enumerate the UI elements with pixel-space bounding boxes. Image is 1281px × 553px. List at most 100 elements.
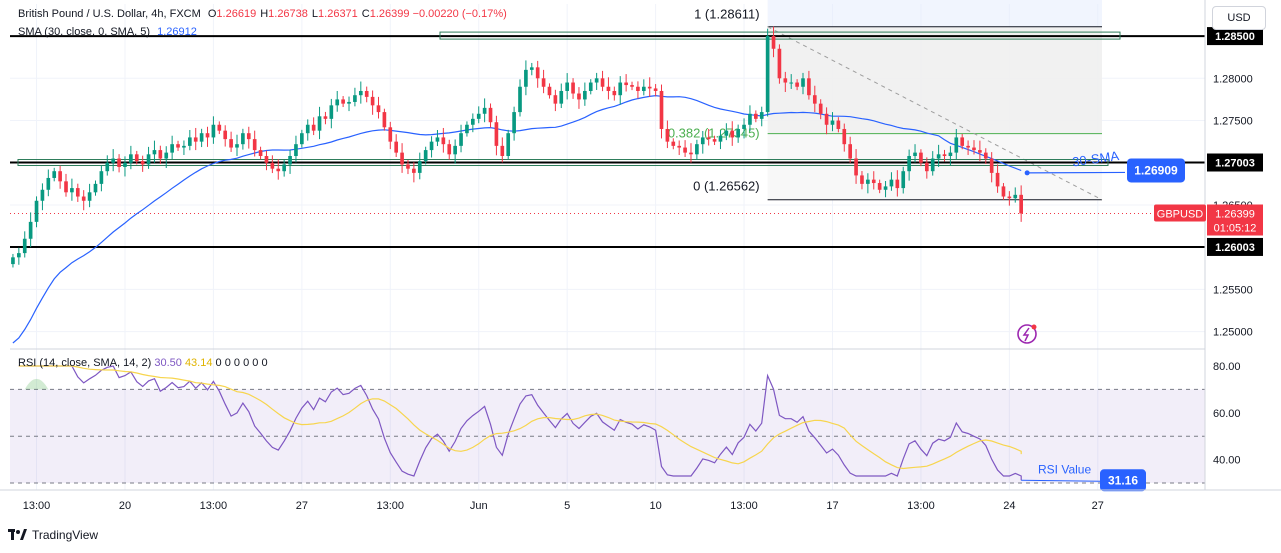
support-zone [17, 159, 1109, 167]
horizontal-levels [10, 31, 1205, 248]
price-tick-label: 1.25500 [1213, 284, 1253, 296]
last-price-tag-countdown: 01:05:12 [1214, 223, 1257, 235]
price-tick-label: 1.27500 [1213, 116, 1253, 128]
candle-up [889, 179, 894, 187]
candle-down [924, 162, 929, 172]
candle-up [518, 86, 522, 113]
candle-down [447, 144, 452, 155]
ohlc-values: O1.26619 H1.26738 L1.26371 C1.26399 [204, 8, 410, 20]
candle-down [341, 99, 345, 104]
fib-label-0: 0 (1.26562) [693, 179, 760, 194]
rsi-tick-label: 40.00 [1213, 455, 1241, 467]
level-price-tag [1207, 237, 1263, 256]
fib-zone-top [767, 0, 1102, 27]
time-tick-label: 24 [1003, 500, 1015, 512]
chart-header: British Pound / U.S. Dollar, 4h, FXCM O1… [18, 8, 507, 20]
candle-down [1001, 186, 1006, 197]
candle-down [553, 95, 558, 104]
candle-down [659, 90, 664, 129]
candle-down [972, 147, 976, 151]
candle-down [919, 152, 923, 163]
candle-up [235, 144, 239, 148]
candle-up [759, 112, 764, 119]
candle-down [547, 86, 552, 96]
candle-down [406, 164, 410, 169]
candle-down [677, 145, 682, 148]
candle-down [966, 145, 970, 148]
candle-up [901, 171, 906, 189]
candle-up [99, 171, 104, 184]
rsi-legend-extra: 0 [261, 357, 267, 369]
currency-button[interactable]: USD [1212, 6, 1266, 30]
candle-up [105, 162, 110, 172]
tradingview-logo[interactable]: TradingView [8, 528, 98, 542]
candle-up [17, 253, 21, 258]
candle-down [995, 172, 1000, 187]
candle-up [529, 67, 534, 70]
candle-up [358, 90, 363, 96]
tradingview-icon [8, 529, 27, 540]
candle-down [1019, 194, 1023, 214]
candle-down [258, 150, 263, 156]
candle-up [524, 69, 528, 87]
candle-down [807, 78, 811, 96]
candle-down [606, 86, 611, 91]
candle-down [535, 67, 540, 79]
candle-up [913, 152, 917, 156]
sma-legend[interactable]: SMA (30, close, 0, SMA, 5) 1.26912 [18, 26, 197, 38]
candle-up [1013, 194, 1018, 199]
candle-down [942, 154, 947, 156]
sma-annotation-dot [1024, 170, 1030, 176]
candle-up [476, 113, 481, 119]
candle-down [323, 116, 328, 119]
candle-up [288, 156, 292, 165]
candle-up [22, 238, 27, 254]
candle-down [571, 82, 575, 94]
candle-up [347, 101, 351, 104]
level-price-tag [1207, 153, 1263, 172]
candle-up [736, 128, 740, 138]
candle-down [960, 137, 965, 146]
candle-down [75, 188, 80, 197]
candle-down [630, 85, 634, 87]
candle-down [264, 156, 269, 163]
candle-up [129, 154, 133, 163]
candle-up [211, 124, 216, 138]
candle-up [482, 107, 487, 114]
candle-up [199, 133, 204, 142]
candle-up [52, 171, 57, 178]
candle-down [488, 107, 493, 123]
candle-down [783, 78, 788, 83]
candle-down [854, 158, 858, 176]
candle-down [812, 95, 817, 104]
sma-value-tag-text: 1.26909 [1134, 163, 1178, 177]
candle-up [294, 144, 298, 156]
candle-up [353, 95, 357, 102]
candle-up [164, 152, 169, 159]
rsi-legend: RSI (14, close, SMA, 14, 2) 30.50 43.14 … [18, 357, 268, 369]
candle-up [11, 257, 15, 265]
candle-up [583, 90, 587, 100]
candle-up [111, 158, 116, 163]
fibonacci-retracement: 1 (1.28611)0.382 (1.27345)0 (1.26562) [668, 0, 1103, 201]
candle-up [883, 186, 888, 190]
time-tick-label: 13:00 [730, 500, 758, 512]
rsi-legend-extra: 0 [243, 357, 252, 369]
candle-down [276, 168, 281, 172]
symbol-title[interactable]: British Pound / U.S. Dollar, 4h, FXCM [18, 8, 201, 20]
time-tick-label: 20 [119, 500, 131, 512]
time-tick-label: 13:00 [907, 500, 935, 512]
candle-down [771, 36, 776, 49]
rsi-line [18, 365, 1022, 481]
candle-up [335, 99, 340, 106]
candle-down [58, 171, 62, 182]
candle-down [689, 152, 693, 155]
candle-up [93, 183, 98, 193]
rsi-tick-label: 80.00 [1213, 361, 1241, 373]
candle-up [187, 137, 192, 146]
candle-up [830, 120, 835, 125]
candle-down [895, 179, 900, 189]
time-tick-label: 13:00 [23, 500, 51, 512]
candle-up [907, 156, 911, 172]
candle-up [46, 177, 51, 190]
